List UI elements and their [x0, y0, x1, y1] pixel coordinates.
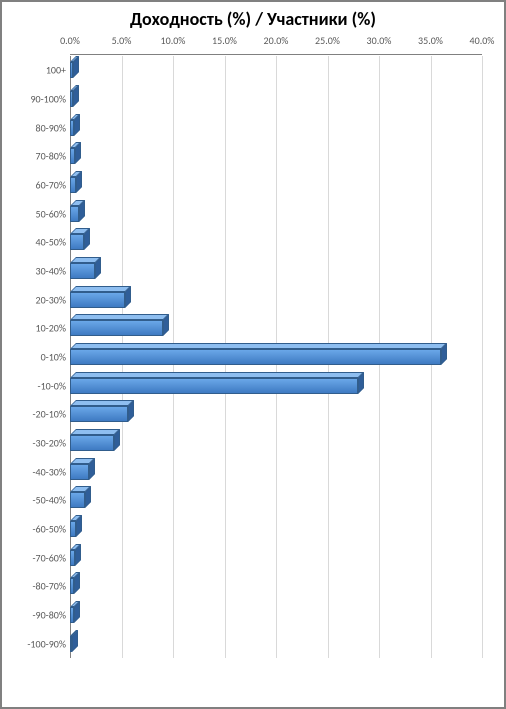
- bar-side-face: [128, 400, 134, 422]
- bar-front-face: [70, 349, 441, 365]
- bar-side-face: [74, 601, 80, 623]
- bar-front-face: [70, 636, 72, 652]
- bar-front-face: [70, 492, 85, 508]
- bar: [70, 435, 120, 457]
- bar: [70, 320, 169, 342]
- bar-side-face: [75, 544, 81, 566]
- bar-front-face: [70, 464, 89, 480]
- bar-side-face: [163, 314, 169, 336]
- bar: [70, 550, 81, 572]
- bar-front-face: [70, 91, 73, 107]
- bar-front-face: [70, 406, 128, 422]
- bar: [70, 464, 95, 486]
- chart-title: Доходность (%) / Участники (%): [8, 8, 498, 30]
- bar-front-face: [70, 206, 79, 222]
- bar: [70, 62, 79, 84]
- bar-front-face: [70, 292, 125, 308]
- bar-side-face: [74, 114, 80, 136]
- bar-front-face: [70, 62, 73, 78]
- bar-front-face: [70, 550, 75, 566]
- bar: [70, 636, 78, 658]
- bar-side-face: [73, 56, 79, 78]
- bar: [70, 607, 80, 629]
- bar-front-face: [70, 263, 95, 279]
- bars-layer: [8, 34, 498, 666]
- bar: [70, 406, 134, 428]
- bar-side-face: [79, 200, 85, 222]
- plot-area: 0.0%5.0%10.0%15.0%20.0%25.0%30.0%35.0%40…: [8, 34, 498, 666]
- bar: [70, 521, 82, 543]
- bar-side-face: [75, 142, 81, 164]
- chart-frame: Доходность (%) / Участники (%) 0.0%5.0%1…: [0, 0, 506, 709]
- bar: [70, 492, 91, 514]
- bar: [70, 234, 90, 256]
- bar-side-face: [84, 228, 90, 250]
- bar-side-face: [441, 343, 447, 365]
- bar-side-face: [73, 85, 79, 107]
- bar-front-face: [70, 320, 163, 336]
- bar-side-face: [76, 515, 82, 537]
- bar-front-face: [70, 177, 76, 193]
- bar: [70, 206, 85, 228]
- bar-side-face: [358, 372, 364, 394]
- bar: [70, 148, 81, 170]
- bar-front-face: [70, 378, 358, 394]
- bar-front-face: [70, 148, 75, 164]
- bar-side-face: [114, 429, 120, 451]
- bar-front-face: [70, 578, 74, 594]
- bar: [70, 120, 80, 142]
- bar: [70, 578, 80, 600]
- bar: [70, 292, 131, 314]
- bar-front-face: [70, 607, 74, 623]
- bar-front-face: [70, 435, 114, 451]
- bar: [70, 263, 101, 285]
- bar-front-face: [70, 120, 74, 136]
- bar-front-face: [70, 234, 84, 250]
- bar-front-face: [70, 521, 76, 537]
- bar-side-face: [74, 572, 80, 594]
- bar: [70, 349, 447, 371]
- bar: [70, 177, 82, 199]
- bar-side-face: [85, 486, 91, 508]
- bar-side-face: [76, 171, 82, 193]
- bar: [70, 91, 79, 113]
- bar: [70, 378, 364, 400]
